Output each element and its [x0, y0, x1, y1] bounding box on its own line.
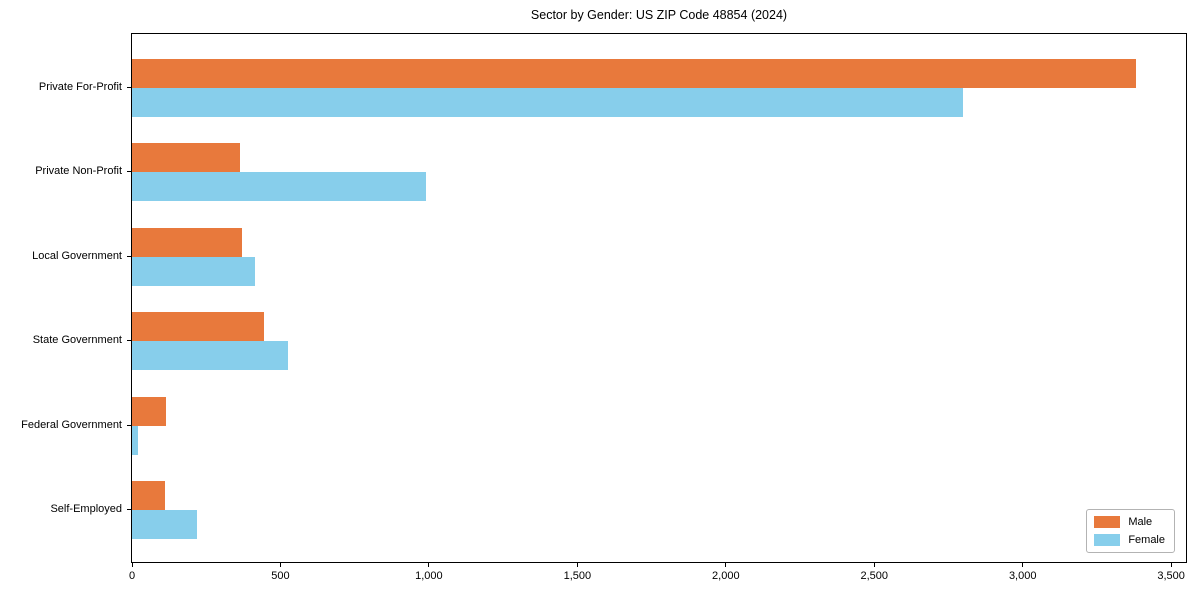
- chart-title: Sector by Gender: US ZIP Code 48854 (202…: [530, 8, 788, 22]
- x-tick-label: 2,500: [860, 570, 889, 582]
- legend-label: Female: [1128, 534, 1165, 546]
- x-tick-label: 1,500: [563, 570, 592, 582]
- x-tick-mark: [131, 563, 133, 567]
- x-tick-label: 0: [128, 570, 136, 582]
- y-tick-label: Private For-Profit: [38, 81, 122, 93]
- y-tick-mark: [127, 424, 131, 426]
- bar-male: [132, 227, 242, 257]
- y-tick-mark: [127, 255, 131, 257]
- x-tick-label: 1,000: [415, 570, 443, 582]
- bar-male: [132, 396, 166, 426]
- legend-swatch-female: [1094, 534, 1121, 546]
- legend-label: Male: [1128, 516, 1153, 528]
- y-tick-label: Self-Employed: [50, 503, 122, 515]
- y-tick-label: State Government: [32, 334, 122, 347]
- bar-female: [132, 172, 426, 202]
- x-tick-mark: [873, 563, 875, 567]
- bar-male: [132, 59, 1136, 88]
- plot-area: [131, 33, 1187, 563]
- y-tick-label: Local Government: [32, 249, 122, 262]
- bar-female: [132, 256, 255, 286]
- x-tick-mark: [1170, 563, 1172, 567]
- y-tick-mark: [127, 340, 131, 342]
- legend-entry: Female: [1094, 534, 1165, 546]
- y-tick-label: Federal Government: [21, 418, 122, 431]
- y-tick-label: Private Non-Profit: [35, 165, 122, 178]
- x-tick-label: 500: [271, 570, 290, 582]
- y-tick-mark: [127, 509, 131, 510]
- x-tick-mark: [1022, 563, 1024, 567]
- y-tick-mark: [127, 171, 131, 173]
- x-tick-label: 3,500: [1157, 570, 1185, 582]
- bar-male: [132, 312, 264, 342]
- x-tick-mark: [279, 563, 281, 567]
- bar-female: [132, 341, 288, 371]
- x-tick-label: 3,000: [1008, 570, 1037, 582]
- bar-female: [132, 425, 138, 455]
- legend: Male Female: [1086, 509, 1175, 553]
- bar-female: [132, 88, 963, 117]
- x-tick-mark: [725, 563, 727, 567]
- x-tick-label: 2,000: [712, 570, 740, 582]
- legend-entry: Male: [1094, 516, 1165, 528]
- y-tick-mark: [127, 87, 131, 88]
- bar-female: [132, 510, 197, 539]
- x-tick-mark: [576, 563, 578, 567]
- bar-male: [132, 481, 165, 510]
- legend-swatch-male: [1094, 516, 1121, 528]
- x-tick-mark: [428, 563, 430, 567]
- bar-male: [132, 143, 240, 173]
